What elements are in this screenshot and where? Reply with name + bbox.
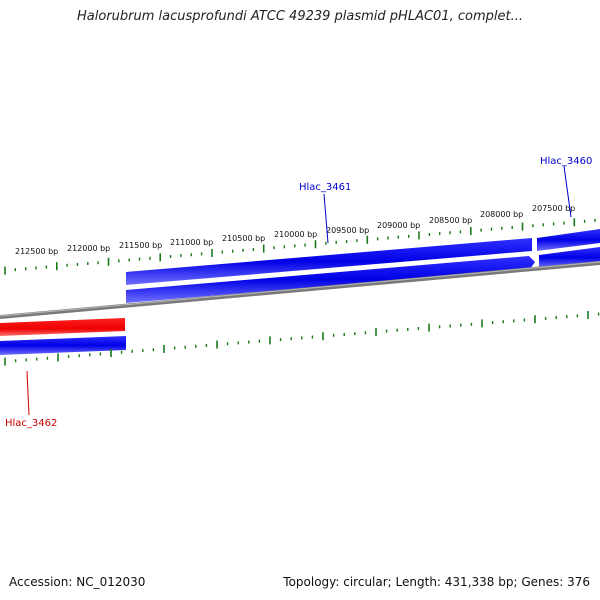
topology-summary: Topology: circular; Length: 431,338 bp; … [283, 575, 590, 589]
gene-label-hlac-3462[interactable]: Hlac_3462 [5, 418, 57, 429]
reverse-strand-genes [0, 318, 126, 355]
scale-label: 209000 bp [377, 221, 420, 230]
leader-line-hlac-3460 [563, 165, 572, 218]
scale-label: 209500 bp [326, 226, 369, 235]
outer-tick-ring [4, 218, 596, 275]
scale-label: 210000 bp [274, 230, 317, 239]
plasmid-backbone-highlight [0, 261, 600, 317]
map-title: Halorubrum lacusprofundi ATCC 49239 plas… [77, 9, 523, 24]
gene-hlac-3460-feature[interactable] [537, 229, 600, 251]
scale-label: 211500 bp [119, 241, 162, 250]
accession-text: Accession: NC_012030 [9, 575, 146, 589]
scale-label: 211000 bp [170, 238, 213, 247]
forward-strand-genes [126, 229, 600, 303]
plasmid-backbone [0, 261, 600, 319]
inner-tick-ring [4, 311, 600, 366]
gene-label-hlac-3460[interactable]: Hlac_3460 [540, 156, 592, 167]
scale-label: 208500 bp [429, 216, 472, 225]
leader-line-hlac-3461 [323, 193, 329, 244]
gene-labels: Hlac_3461 Hlac_3460 Hlac_3462 [5, 156, 592, 429]
gene-label-hlac-3461[interactable]: Hlac_3461 [299, 182, 351, 193]
scale-labels: 212500 bp 212000 bp 211500 bp 211000 bp … [15, 204, 575, 256]
gene-lower-blue-feature[interactable] [0, 336, 126, 355]
leader-line-hlac-3462 [26, 370, 30, 416]
gene-hlac-3462-feature[interactable] [0, 318, 125, 336]
scale-label: 212000 bp [67, 244, 110, 253]
gene-hlac-3461-arrow-feature[interactable] [126, 256, 535, 303]
gene-hlac-3461-feature[interactable] [126, 238, 532, 285]
scale-label: 207500 bp [532, 204, 575, 213]
scale-label: 208000 bp [480, 210, 523, 219]
scale-label: 210500 bp [222, 234, 265, 243]
scale-label: 212500 bp [15, 247, 58, 256]
